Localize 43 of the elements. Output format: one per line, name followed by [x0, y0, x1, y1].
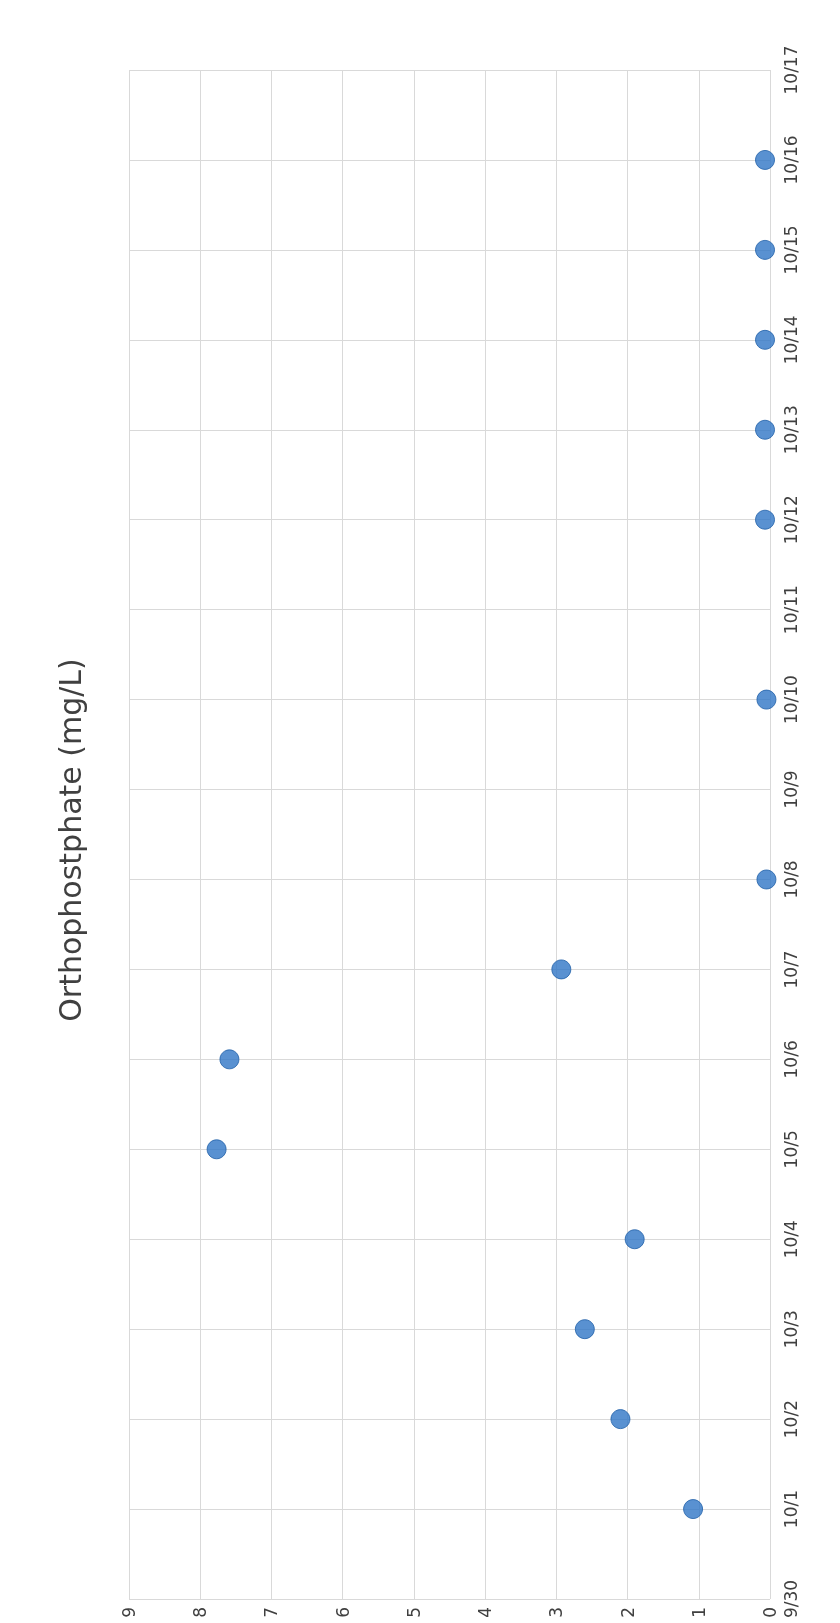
point [756, 689, 777, 710]
point [219, 1049, 240, 1070]
point [755, 239, 776, 260]
text: Orthophostphate (mg/L) [52, 658, 88, 1022]
point [551, 959, 572, 980]
point [574, 1319, 595, 1340]
y-tick-label: 10/8 [780, 860, 801, 899]
x-tick-label: 1 [688, 1607, 709, 1618]
y-tick-label: 10/2 [780, 1400, 801, 1439]
point [206, 1139, 227, 1160]
x-tick-label: 0 [760, 1607, 780, 1618]
x-tick-label: 6 [332, 1607, 353, 1618]
point [610, 1409, 631, 1430]
y-tick-label: 10/5 [780, 1130, 801, 1169]
point [755, 329, 776, 350]
y-tick-label: 9/30 [780, 1579, 801, 1619]
x-tick-label: 8 [190, 1607, 211, 1618]
x-tick-label: 5 [403, 1607, 424, 1618]
y-tick-label: 10/10 [780, 675, 801, 725]
point [624, 1229, 645, 1250]
y-tick-label: 10/13 [780, 405, 801, 455]
point [683, 1499, 704, 1520]
x-tick-label: 9 [119, 1607, 139, 1618]
y-tick-label: 10/15 [780, 225, 801, 275]
y-tick-label: 10/7 [780, 950, 801, 989]
y-tick-label: 10/12 [780, 495, 801, 545]
point [755, 149, 776, 170]
point [755, 509, 776, 530]
y-tick-label: 10/1 [780, 1489, 801, 1529]
y-tick-label: 10/16 [780, 135, 801, 185]
y-tick-label: 10/9 [780, 770, 801, 809]
y-tick-label: 10/6 [780, 1040, 801, 1079]
x-tick-label: 4 [475, 1607, 496, 1618]
y-tick-label: 10/3 [780, 1310, 801, 1349]
y-tick-label: 10/11 [780, 585, 801, 635]
x-tick-label: 2 [617, 1607, 638, 1618]
y-tick-label: 10/4 [780, 1220, 801, 1259]
x-tick-label: 7 [261, 1607, 282, 1618]
y-tick-label: 10/17 [780, 45, 801, 95]
x-tick-label: 3 [546, 1607, 567, 1618]
point [755, 419, 776, 440]
point [756, 869, 777, 890]
y-tick-label: 10/14 [780, 315, 801, 365]
